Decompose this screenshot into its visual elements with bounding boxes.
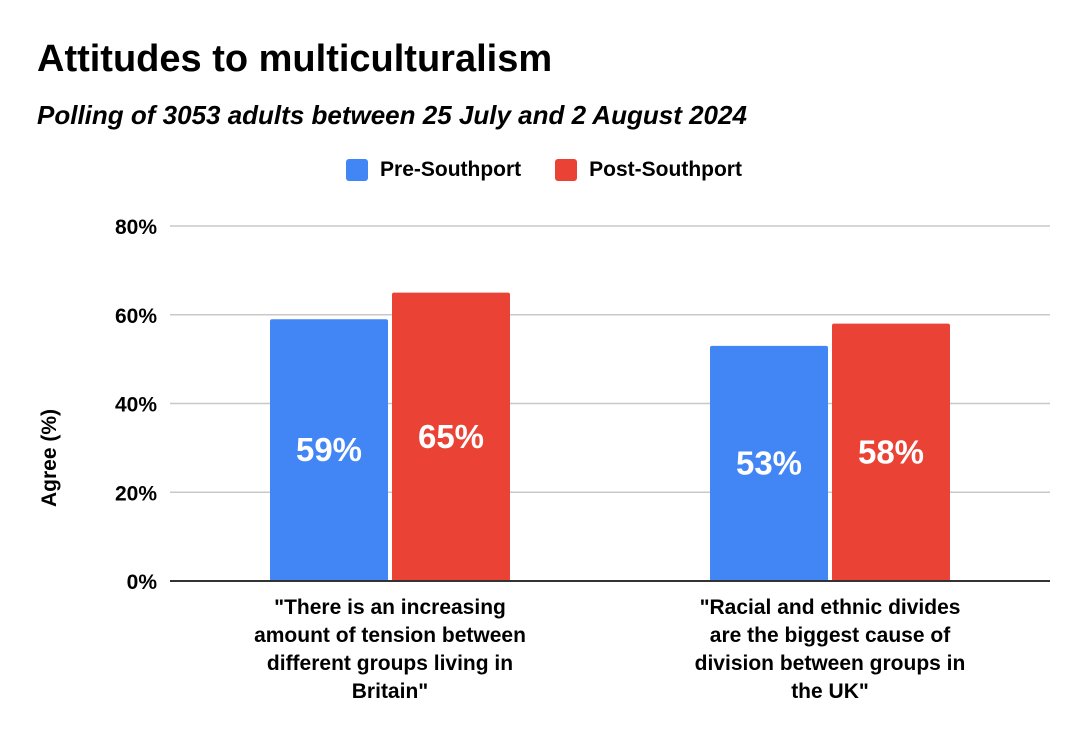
y-tick-label: 0%	[127, 571, 158, 594]
x-category-label-line: amount of tension between	[254, 624, 526, 647]
x-category-label-line: different groups living in	[267, 652, 513, 675]
x-category-label-line: "There is an increasing	[274, 596, 506, 619]
y-axis-label: Agree (%)	[38, 408, 61, 508]
x-category-label-line: Britain"	[352, 680, 428, 703]
chart-title: Attitudes to multiculturalism	[37, 38, 553, 80]
legend-label-pre: Pre-Southport	[380, 158, 522, 181]
y-tick-label: 80%	[115, 216, 157, 239]
data-label: 58%	[858, 433, 924, 470]
y-tick-label: 40%	[115, 394, 157, 417]
bar-post	[392, 292, 510, 581]
y-tick-label: 60%	[115, 305, 157, 328]
bar-pre	[270, 319, 388, 581]
legend-item-post: Post-Southport	[555, 158, 742, 182]
legend-item-pre: Pre-Southport	[346, 158, 521, 182]
x-category-label-line: "Racial and ethnic divides	[700, 596, 961, 619]
bar-pre	[710, 345, 828, 581]
x-category-label-line: division between groups in	[695, 652, 966, 675]
legend-swatch-pre	[346, 159, 369, 181]
x-category-label-line: the UK"	[791, 680, 869, 703]
y-tick-label: 20%	[115, 482, 157, 505]
data-label: 65%	[418, 418, 484, 455]
legend-swatch-post	[555, 159, 578, 181]
data-label: 59%	[296, 431, 362, 468]
legend-label-post: Post-Southport	[589, 158, 742, 181]
legend: Pre-Southport Post-Southport	[0, 158, 1088, 182]
x-category-label-line: are the biggest cause of	[710, 624, 951, 647]
bar-post	[832, 323, 950, 581]
chart-subtitle: Polling of 3053 adults between 25 July a…	[37, 100, 747, 130]
data-label: 53%	[736, 444, 802, 481]
